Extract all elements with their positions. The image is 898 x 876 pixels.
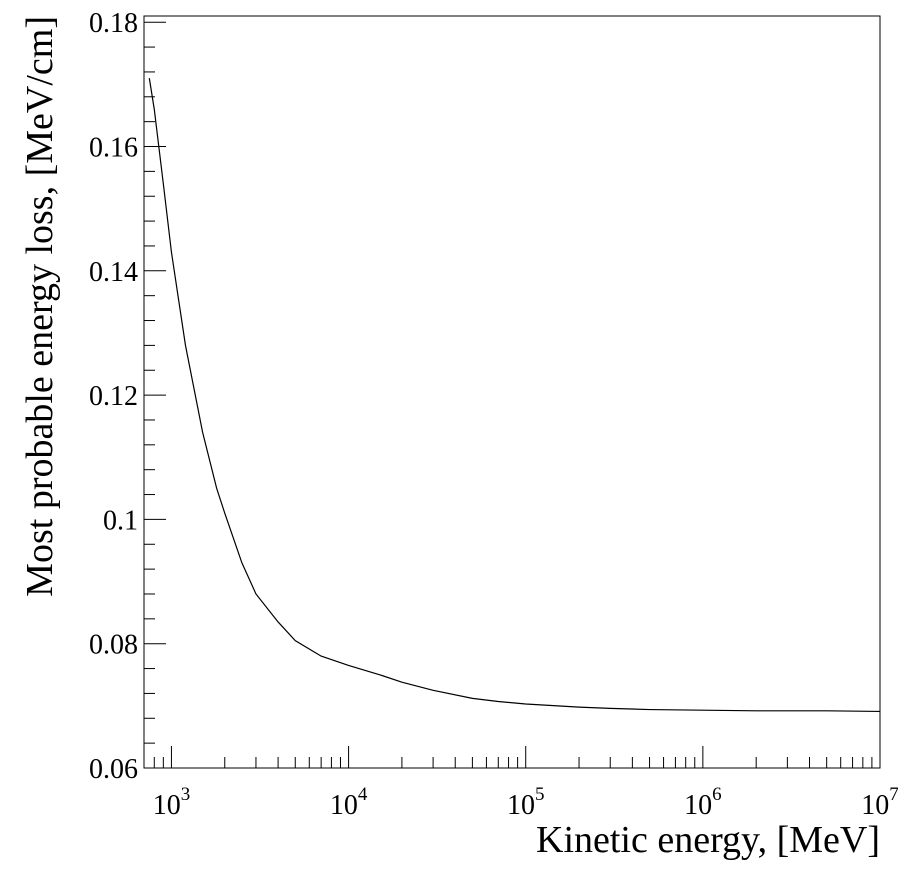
- x-tick-base: 10: [507, 790, 535, 821]
- y-tick-labels: 0.06 0.08 0.1 0.12 0.14 0.16 0.18: [89, 8, 138, 785]
- x-tick-base: 10: [861, 790, 889, 821]
- y-tick-label: 0.06: [89, 754, 138, 785]
- y-tick-label: 0.18: [89, 8, 138, 39]
- x-tick-labels: 103 104 105 106 107: [153, 784, 898, 821]
- x-tick-exponent: 5: [535, 784, 545, 805]
- x-tick-label: 103: [153, 784, 191, 821]
- x-tick-exponent: 3: [181, 784, 191, 805]
- x-tick-exponent: 7: [889, 784, 898, 805]
- y-tick-label: 0.12: [89, 381, 138, 412]
- x-tick-label: 107: [861, 784, 898, 821]
- plot-frame: [143, 15, 881, 769]
- x-tick-label: 105: [507, 784, 545, 821]
- x-tick-exponent: 6: [712, 784, 722, 805]
- x-tick-base: 10: [330, 790, 358, 821]
- y-tick-label: 0.08: [89, 630, 138, 661]
- y-tick-label: 0.1: [103, 505, 138, 536]
- axis-ticks: [143, 21, 881, 769]
- series-line: [148, 78, 881, 713]
- y-axis-label: Most probable energy loss, [MeV/cm]: [19, 16, 61, 597]
- x-tick-label: 104: [330, 784, 368, 821]
- x-tick-exponent: 4: [358, 784, 368, 805]
- x-tick-base: 10: [684, 790, 712, 821]
- x-tick-base: 10: [153, 790, 181, 821]
- y-tick-label: 0.16: [89, 133, 138, 164]
- y-tick-label: 0.14: [89, 257, 138, 288]
- x-axis-label: Kinetic energy, [MeV]: [536, 819, 880, 861]
- x-tick-label: 106: [684, 784, 722, 821]
